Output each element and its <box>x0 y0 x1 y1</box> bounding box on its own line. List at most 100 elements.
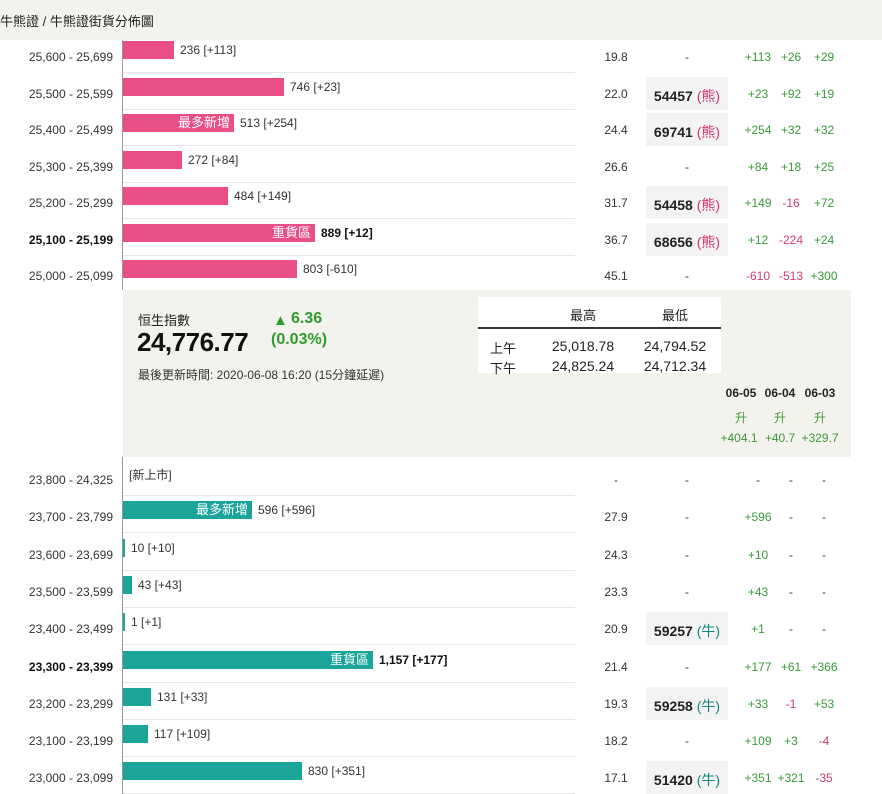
price-range: 25,300 - 25,399 <box>28 159 113 174</box>
high-header: 最高 <box>569 308 596 323</box>
warrant-code-link[interactable]: 68656 (熊) <box>646 232 728 252</box>
daily-change-3: - <box>822 510 826 525</box>
quantity-bar[interactable] <box>123 150 182 169</box>
daily-change-1: +177 <box>744 659 772 674</box>
row-divider <box>123 254 575 256</box>
direction-1: 升 <box>734 411 747 425</box>
quantity-bar[interactable] <box>123 187 228 205</box>
code-cell[interactable]: 51420 (牛) <box>646 761 728 794</box>
date-change-1: +404.1 <box>720 431 758 445</box>
quantity-bar[interactable] <box>123 762 302 781</box>
distance-value: 31.7 <box>604 196 628 210</box>
row-divider <box>123 181 575 183</box>
empty-code: - <box>685 734 689 749</box>
price-range: 23,800 - 24,325 <box>28 473 113 487</box>
index-value: 24,776.77 <box>137 327 249 357</box>
distance-value: 24.3 <box>604 547 628 562</box>
am-low: 24,794.52 <box>643 338 707 354</box>
price-range: 23,600 - 23,699 <box>28 547 113 562</box>
warrant-code: 68656 <box>653 233 693 250</box>
daily-change-3: - <box>822 473 826 487</box>
quantity-bar[interactable] <box>123 575 132 594</box>
direction-3: 升 <box>813 411 826 425</box>
up-arrow-icon: ▲ <box>273 312 288 329</box>
code-cell: - <box>646 500 728 533</box>
daily-change-2: -513 <box>778 269 804 283</box>
price-range: 23,100 - 23,199 <box>28 734 113 749</box>
row-divider <box>123 644 575 646</box>
code-cell: - <box>646 259 728 292</box>
bull-row: 23,300 - 23,399 重貨區 1,157 [+177] 21.4 - +177 +… <box>0 650 882 683</box>
price-range: 23,400 - 23,499 <box>28 622 113 637</box>
row-divider <box>123 681 575 683</box>
bear-row: 25,600 - 25,699 236 [+113] 19.8 - +113 +26 +29 <box>0 40 882 73</box>
warrant-type: (牛) <box>692 772 721 789</box>
date-change-2: +40.7 <box>764 431 796 445</box>
bar-tag: 最多新增 <box>195 502 248 518</box>
daily-change-3: +29 <box>813 50 835 64</box>
quantity-bar[interactable] <box>123 650 373 669</box>
quantity-bar[interactable] <box>123 114 234 132</box>
warrant-type-label: 熊 <box>701 197 716 213</box>
bear-row: 25,500 - 25,599 746 [+23] 22.0 54457 (熊) +23… <box>0 76 882 110</box>
distance-value: 23.3 <box>604 584 628 599</box>
warrant-code: 54457 <box>653 87 693 104</box>
quantity-bar[interactable] <box>123 725 148 744</box>
warrant-code-link[interactable]: 54457 (熊) <box>646 86 728 106</box>
warrant-code-link[interactable]: 51420 (牛) <box>646 770 728 790</box>
row-divider <box>123 532 575 534</box>
price-range: 23,500 - 23,599 <box>28 584 113 599</box>
bar-tag: 最多新增 <box>177 115 230 130</box>
distance-value: 19.3 <box>604 696 628 711</box>
bear-row: 25,400 - 25,499 最多新增 513 [+254] 24.4 69741 (… <box>0 113 882 146</box>
daily-change-1: +109 <box>744 734 772 749</box>
quantity-label: 272 [+84] <box>188 152 239 167</box>
low-header: 最低 <box>661 308 688 323</box>
code-cell[interactable]: 59258 (牛) <box>646 686 728 720</box>
quantity-bar[interactable] <box>123 41 174 59</box>
code-cell[interactable]: 69741 (熊) <box>646 113 728 146</box>
distance-value: 36.7 <box>604 232 628 247</box>
quantity-label: 513 [+254] <box>240 116 298 130</box>
code-cell[interactable]: 68656 (熊) <box>646 222 728 256</box>
code-cell[interactable]: 54458 (熊) <box>646 186 728 219</box>
daily-change-3: +25 <box>813 159 835 174</box>
daily-change-2: - <box>789 622 793 637</box>
quantity-label: 830 [+351] <box>308 764 366 779</box>
code-cell[interactable]: 59257 (牛) <box>646 612 728 646</box>
daily-change-2: +26 <box>780 50 802 64</box>
code-cell[interactable]: 54457 (熊) <box>646 76 728 110</box>
warrant-type: (熊) <box>692 124 721 140</box>
quantity-bar[interactable] <box>123 687 151 706</box>
header-divider <box>478 327 721 329</box>
high-low-table: 最高 最低 上午 25,018.78 24,794.52 下午 24,825.2… <box>478 297 721 376</box>
warrant-code-link[interactable]: 59257 (牛) <box>646 621 728 641</box>
quantity-label: 746 [+23] <box>290 79 341 94</box>
breadcrumb[interactable]: 牛熊證 / 牛熊證街貨分佈圖 <box>0 14 154 29</box>
warrant-type-label: 牛 <box>701 623 716 640</box>
quantity-label: 484 [+149] <box>234 189 292 203</box>
daily-change-2: - <box>789 547 793 562</box>
quantity-bar[interactable] <box>123 260 297 278</box>
row-divider <box>123 495 575 496</box>
warrant-code-link[interactable]: 69741 (熊) <box>646 122 728 142</box>
daily-change-2: - <box>789 473 793 487</box>
quantity-bar[interactable] <box>123 223 315 242</box>
price-range: 25,100 - 25,199 <box>28 232 113 247</box>
warrant-code-link[interactable]: 59258 (牛) <box>646 696 728 716</box>
quantity-bar[interactable] <box>123 77 284 96</box>
am-label: 上午 <box>490 341 517 356</box>
distance-value: 45.1 <box>604 269 628 283</box>
code-cell: - <box>646 40 728 73</box>
daily-change-3: - <box>822 547 826 562</box>
price-range: 25,400 - 25,499 <box>28 123 113 137</box>
warrant-code: 59257 <box>653 623 693 640</box>
quantity-bar[interactable] <box>123 613 125 632</box>
daily-change-1: +84 <box>747 159 769 174</box>
warrant-code-link[interactable]: 54458 (熊) <box>646 195 728 215</box>
quantity-bar[interactable] <box>123 501 252 520</box>
quantity-bar[interactable] <box>123 538 125 557</box>
daily-change-2: - <box>789 584 793 599</box>
empty-code: - <box>685 473 689 487</box>
top-bar: 牛熊證 / 牛熊證街貨分佈圖 <box>0 0 882 40</box>
